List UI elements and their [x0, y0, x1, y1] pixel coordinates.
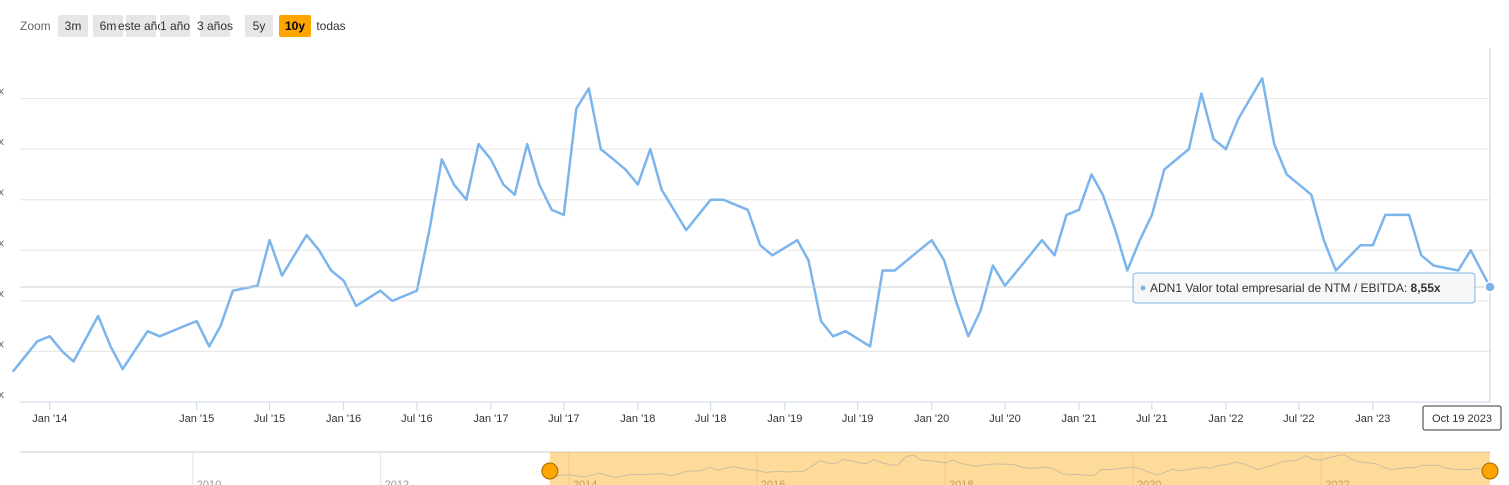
series-line [11, 77, 1492, 373]
navigator-tick-label: 2022 [1325, 479, 1349, 485]
x-tick-label: Jul '22 [1283, 413, 1314, 425]
tooltip-box [1132, 272, 1476, 304]
x-tick-label: Jul '19 [842, 413, 873, 425]
range-button-label[interactable]: 3m [65, 19, 82, 33]
navigator-tick-label: 2018 [949, 479, 973, 485]
y-tick-label: 12x [0, 187, 4, 199]
navigator-handle[interactable] [541, 462, 559, 480]
range-button-label[interactable]: todas [316, 19, 345, 33]
range-button[interactable] [126, 15, 156, 37]
hover-point [1484, 281, 1496, 293]
x-tick-label: Jan '23 [1355, 413, 1390, 425]
x-tick-label: Jan '22 [1208, 413, 1243, 425]
x-tick-label: Jan '16 [326, 413, 361, 425]
tooltip-dot [1140, 285, 1146, 291]
x-tick-label: Jan '19 [767, 413, 802, 425]
range-button[interactable] [93, 15, 123, 37]
range-button[interactable] [160, 15, 190, 37]
x-tick-label: Jan '14 [32, 413, 67, 425]
x-tick-label: Jan '18 [620, 413, 655, 425]
x-tick-label: Jul '17 [548, 413, 579, 425]
navigator-line [545, 453, 1491, 479]
x-tick-label: Jul '21 [1136, 413, 1167, 425]
x-tick-label: Jan '17 [473, 413, 508, 425]
y-tick-label: 6x [0, 338, 4, 350]
navigator-tick-label: 2020 [1137, 479, 1161, 485]
x-crosshair-label-box [1422, 405, 1502, 431]
y-tick-label: 14x [0, 136, 4, 148]
tooltip-text: ADN1 Valor total empresarial de NTM / EB… [1150, 281, 1441, 295]
plot-area: 4x 6x 8x 10x 12x 14x 16x Jan '14 Jan '15 Jul '15 J… [0, 48, 1502, 485]
x-tick-label: Jul '18 [695, 413, 726, 425]
x-tick-label: Jan '15 [179, 413, 214, 425]
range-button-label[interactable]: 10y [285, 19, 305, 33]
x-crosshair-label: Oct 19 2023 [1432, 413, 1492, 425]
x-tick-label: Jan '21 [1061, 413, 1096, 425]
range-button-label[interactable]: 6m [100, 19, 117, 33]
y-tick-label: 8x [0, 288, 4, 300]
navigator-selection[interactable] [549, 452, 1490, 485]
tooltip-series-name: ADN1 Valor total empresarial de NTM / EB… [1150, 281, 1404, 295]
navigator-tick-label: 2016 [761, 479, 785, 485]
tooltip-sep: : [1404, 281, 1411, 295]
y-tick-label: 10x [0, 237, 4, 249]
range-button[interactable] [314, 15, 348, 37]
tooltip: ADN1 Valor total empresarial de NTM / EB… [1132, 272, 1476, 304]
tooltip-value: 8,55x [1411, 281, 1441, 295]
navigator-tick-label: 2012 [385, 479, 409, 485]
y-tick-label: 16x [0, 86, 4, 98]
x-tick-label: Jul '15 [254, 413, 285, 425]
range-button[interactable] [58, 15, 88, 37]
navigator-tick-label: 2014 [573, 479, 597, 485]
range-button[interactable] [245, 15, 273, 37]
navigator-tick-label: 2010 [197, 479, 221, 485]
zoom-label: Zoom [20, 19, 51, 33]
y-tick-label: 4x [0, 389, 4, 401]
x-tick-label: Jul '16 [401, 413, 432, 425]
range-button-label[interactable]: 5y [253, 19, 266, 33]
range-button[interactable] [200, 15, 230, 37]
x-tick-label: Jan '20 [914, 413, 949, 425]
range-button-label[interactable]: este año [118, 19, 164, 33]
range-button-label[interactable]: 1 año [160, 19, 190, 33]
navigator-handle[interactable] [1481, 462, 1499, 480]
x-tick-label: Jul '20 [989, 413, 1020, 425]
range-button-label[interactable]: 3 años [197, 19, 233, 33]
range-button[interactable] [279, 15, 311, 37]
